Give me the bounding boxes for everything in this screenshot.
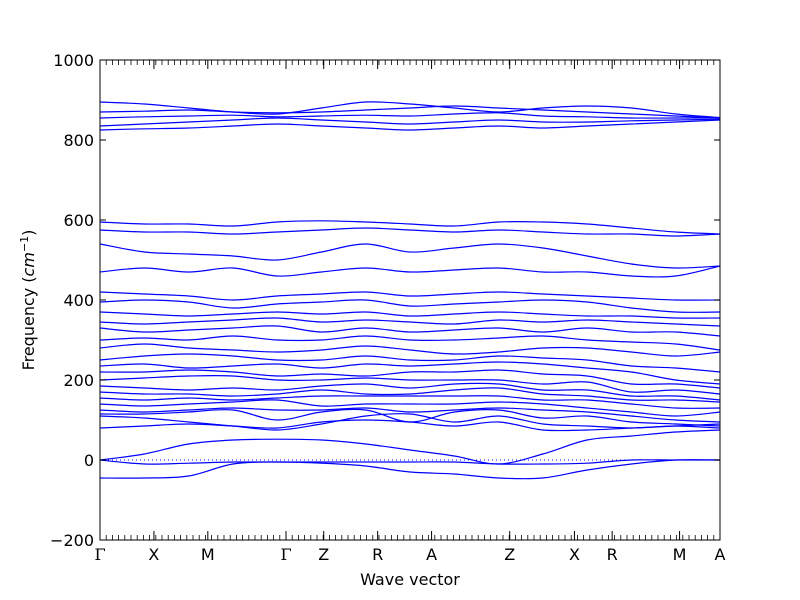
- band-line: [99, 459, 721, 480]
- band-line: [99, 265, 721, 278]
- x-tick-label: M: [201, 545, 215, 564]
- band-line: [99, 429, 721, 465]
- x-tick-label: X: [148, 545, 159, 564]
- band-line: [99, 413, 721, 431]
- band-line: [99, 220, 721, 235]
- band-line: [99, 227, 721, 237]
- y-tick-label: 800: [63, 131, 94, 150]
- band-line: [99, 353, 721, 373]
- band-line: [99, 311, 721, 319]
- x-tick-label: A: [715, 545, 726, 564]
- band-line: [99, 369, 721, 389]
- y-axis-unit-open: (: [19, 276, 38, 282]
- band-line: [99, 408, 721, 427]
- y-axis-unit: cm: [19, 252, 38, 276]
- band-line: [99, 387, 721, 403]
- y-axis-label-text: Frequency: [19, 288, 38, 371]
- x-axis-label: Wave vector: [360, 570, 460, 589]
- x-tick-label: Z: [504, 545, 515, 564]
- tick-labels-layer: −200 0 200 400 600 800 1000 Γ X M Γ Z R A Z X R M A: [50, 51, 725, 564]
- x-tick-label: Z: [318, 545, 329, 564]
- x-tick-label: R: [607, 545, 618, 564]
- band-line: [99, 361, 721, 385]
- band-line: [99, 335, 721, 351]
- band-line: [99, 117, 721, 127]
- band-line: [99, 317, 721, 327]
- x-tick-label: Γ: [280, 545, 291, 564]
- y-tick-label: −200: [50, 531, 94, 550]
- band-line: [99, 399, 721, 417]
- band-line: [99, 382, 721, 401]
- y-tick-label: 200: [63, 371, 94, 390]
- plot-frame: [99, 59, 721, 541]
- y-tick-label: 400: [63, 291, 94, 310]
- x-tick-label: R: [372, 545, 383, 564]
- x-tick-label: Γ: [94, 545, 105, 564]
- band-line: [99, 375, 721, 395]
- band-line: [99, 343, 721, 357]
- y-tick-label: 0: [84, 451, 94, 470]
- band-line: [99, 112, 720, 119]
- x-tick-label: M: [673, 545, 687, 564]
- x-tick-label: X: [569, 545, 580, 564]
- band-line: [99, 299, 721, 313]
- y-axis-label: Frequency (cm−1): [18, 230, 38, 371]
- band-line: [99, 325, 721, 337]
- band-line: [99, 105, 721, 119]
- band-line: [99, 119, 721, 131]
- band-line: [99, 291, 721, 301]
- y-tick-label: 600: [63, 211, 94, 230]
- y-axis-unit-close: ): [19, 230, 38, 236]
- y-tick-label: 1000: [53, 51, 94, 70]
- bands-layer: [99, 101, 721, 480]
- y-axis-unit-exponent: −1: [18, 236, 31, 252]
- band-line: [99, 243, 721, 269]
- band-line: [99, 395, 721, 409]
- band-line: [99, 459, 720, 465]
- band-line: [99, 101, 721, 119]
- x-tick-label: A: [426, 545, 437, 564]
- band-line: [99, 407, 721, 423]
